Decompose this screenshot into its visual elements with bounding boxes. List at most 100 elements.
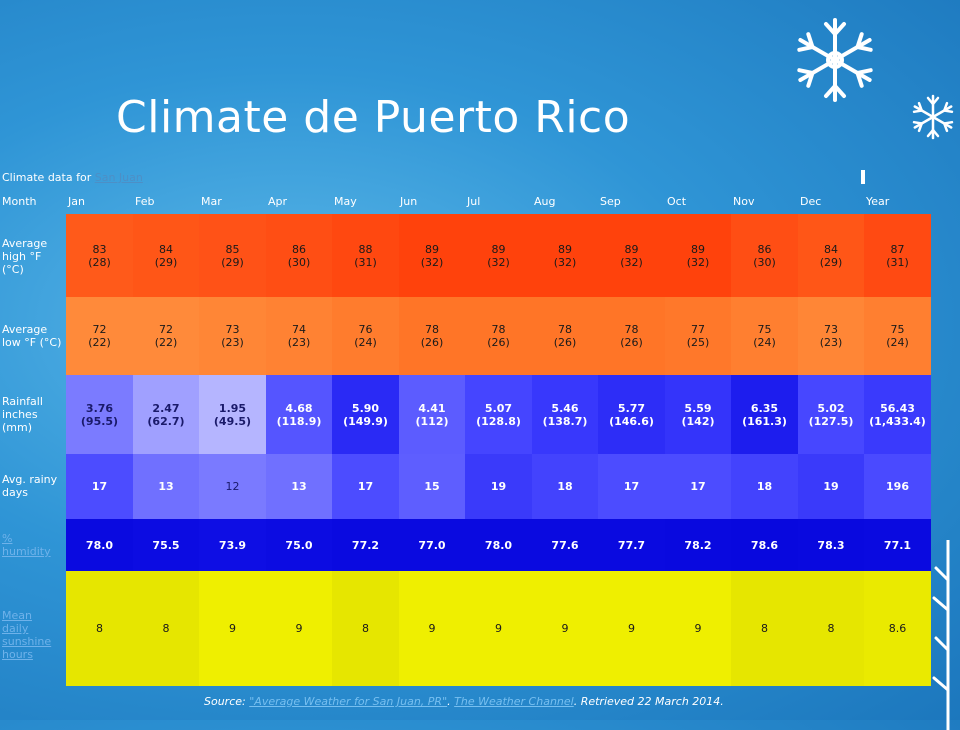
table-cell: 19 — [465, 454, 532, 519]
table-cell: 17 — [598, 454, 665, 519]
month-header-row: Month Jan Feb Mar Apr May Jun Jul Aug Se… — [0, 195, 960, 209]
table-cell: 18 — [731, 454, 798, 519]
month-header: Feb — [135, 195, 155, 208]
snowflake-decoration-edge — [932, 540, 950, 730]
table-cell: 78 (26) — [398, 297, 466, 375]
table-cell: 78 (26) — [598, 297, 665, 375]
table-cell: 1.95 (49.5) — [199, 375, 266, 454]
table-cell: 75 (24) — [864, 297, 931, 375]
table-cell: 77.0 — [398, 519, 466, 571]
table-cell: 3.76 (95.5) — [66, 375, 133, 454]
table-cell: 9 — [531, 571, 599, 686]
source-link-weather-channel[interactable]: The Weather Channel — [454, 695, 574, 708]
table-cell: 72 (22) — [132, 297, 200, 375]
table-cell: 89 (32) — [465, 214, 532, 297]
table-cell: 13 — [265, 454, 333, 519]
table-cell: 15 — [398, 454, 466, 519]
table-cell: 89 (32) — [398, 214, 466, 297]
table-cell: 84 (29) — [797, 214, 865, 297]
table-cell: 78.3 — [797, 519, 865, 571]
table-cell: 5.07 (128.8) — [465, 375, 532, 454]
snowflake-decoration-small — [911, 94, 955, 140]
table-cell: 8 — [797, 571, 865, 686]
table-cell: 5.77 (146.6) — [598, 375, 665, 454]
table-cell: 8 — [132, 571, 200, 686]
table-cell: 77.2 — [332, 519, 399, 571]
caption-link-san-juan[interactable]: San Juan — [94, 171, 143, 184]
month-header: Year — [866, 195, 890, 208]
table-cell: 2.47 (62.7) — [132, 375, 200, 454]
table-cell: 78 (26) — [465, 297, 532, 375]
table-cell: 9 — [199, 571, 266, 686]
table-cell: 9 — [398, 571, 466, 686]
table-cell: 72 (22) — [66, 297, 133, 375]
table-cell: 85 (29) — [199, 214, 266, 297]
table-cell: 18 — [531, 454, 599, 519]
month-header: Dec — [800, 195, 822, 208]
text-cursor — [861, 170, 865, 184]
table-cell: 73 (23) — [797, 297, 865, 375]
source-suffix: . Retrieved 22 March 2014. — [573, 695, 724, 708]
row-label-rainy-days: Avg. rainy days — [2, 473, 58, 499]
table-cell: 8 — [731, 571, 798, 686]
table-cell: 196 — [864, 454, 931, 519]
slide-title: Climate de Puerto Rico — [116, 92, 631, 143]
table-cell: 73.9 — [199, 519, 266, 571]
sunshine-hours-link[interactable]: Mean daily sunshine hours — [2, 609, 52, 661]
table-cell: 78.0 — [465, 519, 532, 571]
table-cell: 4.68 (118.9) — [265, 375, 333, 454]
caption-prefix: Climate data for — [2, 171, 92, 184]
climate-table: 83 (28) 84 (29) 85 (29) 86 (30) 88 (31) 89 (3… — [66, 214, 931, 686]
table-cell: 89 (32) — [664, 214, 732, 297]
table-cell: 86 (30) — [265, 214, 333, 297]
month-header: Jan — [68, 195, 85, 208]
table-cell: 77 (25) — [664, 297, 732, 375]
row-label-sunshine: Mean daily sunshine hours — [2, 609, 66, 661]
header-month-label: Month — [2, 195, 37, 208]
table-cell: 78.6 — [731, 519, 798, 571]
table-cell: 86 (30) — [731, 214, 798, 297]
table-cell: 75.5 — [132, 519, 200, 571]
table-cell: 73 (23) — [199, 297, 266, 375]
month-header: Jul — [467, 195, 481, 208]
month-header: Apr — [268, 195, 288, 208]
table-cell: 17 — [66, 454, 133, 519]
row-label-avg-high: Average high °F (°C) — [2, 237, 48, 276]
table-cell: 74 (23) — [265, 297, 333, 375]
table-cell: 89 (32) — [598, 214, 665, 297]
month-header: May — [334, 195, 357, 208]
month-header: Oct — [667, 195, 687, 208]
table-cell: 75.0 — [265, 519, 333, 571]
table-cell: 5.02 (127.5) — [797, 375, 865, 454]
table-cell: 75 (24) — [731, 297, 798, 375]
table-cell: 19 — [797, 454, 865, 519]
source-prefix: Source: — [204, 695, 246, 708]
table-cell: 87 (31) — [864, 214, 931, 297]
row-label-rainfall: Rainfall inches (mm) — [2, 395, 43, 434]
table-cell: 84 (29) — [132, 214, 200, 297]
table-cell: 5.46 (138.7) — [531, 375, 599, 454]
table-cell: 78.0 — [66, 519, 133, 571]
humidity-link[interactable]: % humidity — [2, 532, 51, 558]
table-cell: 9 — [265, 571, 333, 686]
snowflake-decoration-large — [793, 18, 877, 102]
month-header: Aug — [534, 195, 556, 208]
month-header: Sep — [600, 195, 621, 208]
table-cell: 78.2 — [664, 519, 732, 571]
row-label-avg-low: Average low °F (°C) — [2, 323, 62, 349]
table-cell: 17 — [332, 454, 399, 519]
table-caption: Climate data for San Juan — [2, 171, 143, 184]
table-cell: 8.6 — [864, 571, 931, 686]
table-cell: 4.41 (112) — [398, 375, 466, 454]
table-cell: 13 — [132, 454, 200, 519]
table-cell: 8 — [332, 571, 399, 686]
table-cell: 56.43 (1,433.4) — [864, 375, 931, 454]
table-cell: 83 (28) — [66, 214, 133, 297]
table-cell: 9 — [598, 571, 665, 686]
table-cell: 5.59 (142) — [664, 375, 732, 454]
table-cell: 9 — [664, 571, 732, 686]
source-link-average-weather[interactable]: "Average Weather for San Juan, PR" — [249, 695, 448, 708]
row-label-humidity: % humidity — [2, 532, 66, 558]
month-header: Mar — [201, 195, 222, 208]
table-cell: 89 (32) — [531, 214, 599, 297]
